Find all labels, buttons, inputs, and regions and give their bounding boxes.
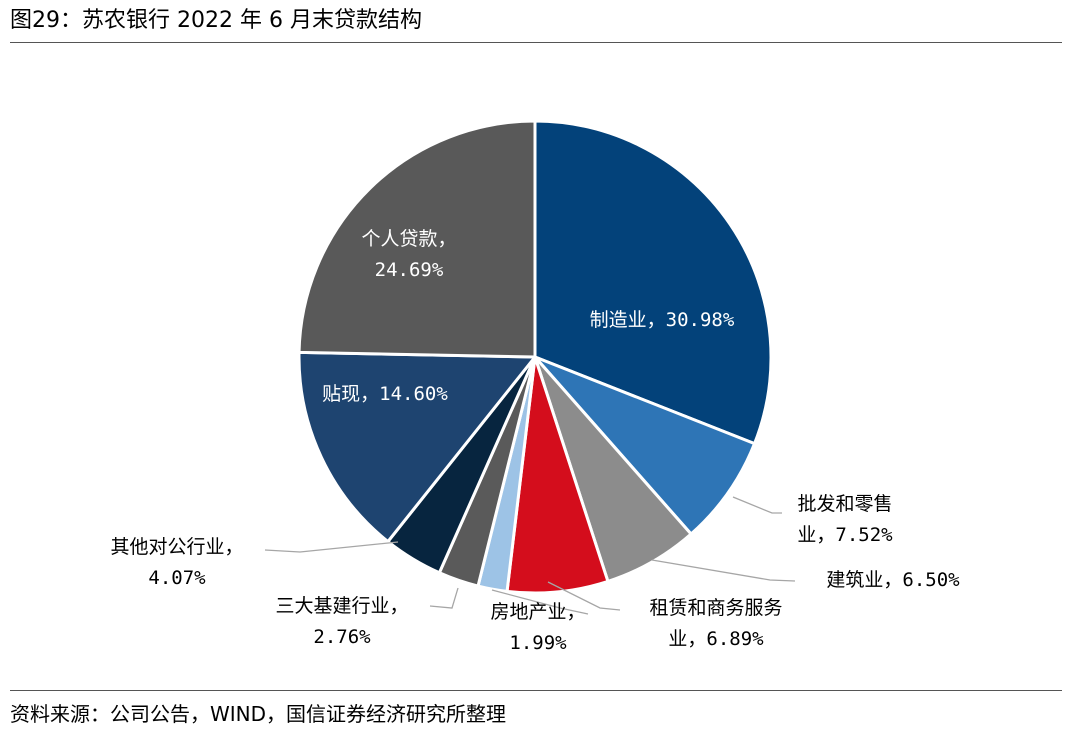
slice-label-5: 房地产业， 1.99% bbox=[490, 601, 585, 654]
pie-slice-2 bbox=[533, 355, 757, 536]
slice-label-3: 建筑业，6.50% bbox=[826, 569, 960, 591]
source-rule bbox=[10, 690, 1062, 691]
slice-label-line: 业，6.89% bbox=[668, 628, 764, 650]
slice-label-line: 房地产业， bbox=[490, 601, 585, 623]
pie-slice-1 bbox=[533, 119, 773, 446]
slice-label-line: 建筑业，6.50% bbox=[826, 569, 960, 591]
slice-label-line: 4.07% bbox=[148, 567, 206, 589]
slice-label-2: 批发和零售业，7.52% bbox=[797, 493, 893, 546]
leader-line-4 bbox=[547, 581, 621, 611]
slice-label-8: 贴现，14.60% bbox=[322, 383, 448, 405]
leader-line-7 bbox=[264, 541, 399, 553]
figure-title: 图29：苏农银行 2022 年 6 月末贷款结构 bbox=[10, 8, 422, 33]
slice-label-line: 业，7.52% bbox=[797, 524, 893, 546]
pie-slice-9 bbox=[297, 119, 537, 359]
slice-label-line: 租赁和商务服务 bbox=[649, 597, 782, 619]
slice-label-line: 批发和零售 bbox=[797, 493, 892, 515]
leader-line-5 bbox=[491, 589, 589, 615]
slice-label-line: 贴现，14.60% bbox=[322, 383, 448, 405]
slice-label-line: 个人贷款， bbox=[361, 228, 456, 250]
slice-label-line: 24.69% bbox=[375, 259, 444, 281]
title-rule bbox=[10, 42, 1062, 43]
source-note: 资料来源：公司公告，WIND，国信证券经济研究所整理 bbox=[10, 702, 507, 726]
slice-label-line: 2.76% bbox=[313, 626, 371, 648]
slice-label-line: 1.99% bbox=[509, 632, 567, 654]
slice-label-line: 三大基建行业， bbox=[275, 595, 408, 617]
pie-slice-8 bbox=[297, 350, 537, 544]
slice-label-7: 其他对公行业， 4.07% bbox=[110, 536, 243, 589]
leader-line-3 bbox=[651, 559, 796, 582]
leader-line-6 bbox=[429, 587, 459, 609]
slice-label-line: 其他对公行业， bbox=[110, 536, 243, 558]
slice-label-1: 制造业，30.98% bbox=[590, 309, 735, 331]
slice-label-line: 制造业，30.98% bbox=[590, 309, 735, 331]
slice-label-9: 个人贷款， 24.69% bbox=[361, 228, 456, 281]
slice-label-4: 租赁和商务服务业，6.89% bbox=[649, 597, 782, 650]
slice-label-6: 三大基建行业， 2.76% bbox=[275, 595, 408, 648]
leader-line-2 bbox=[732, 496, 782, 514]
